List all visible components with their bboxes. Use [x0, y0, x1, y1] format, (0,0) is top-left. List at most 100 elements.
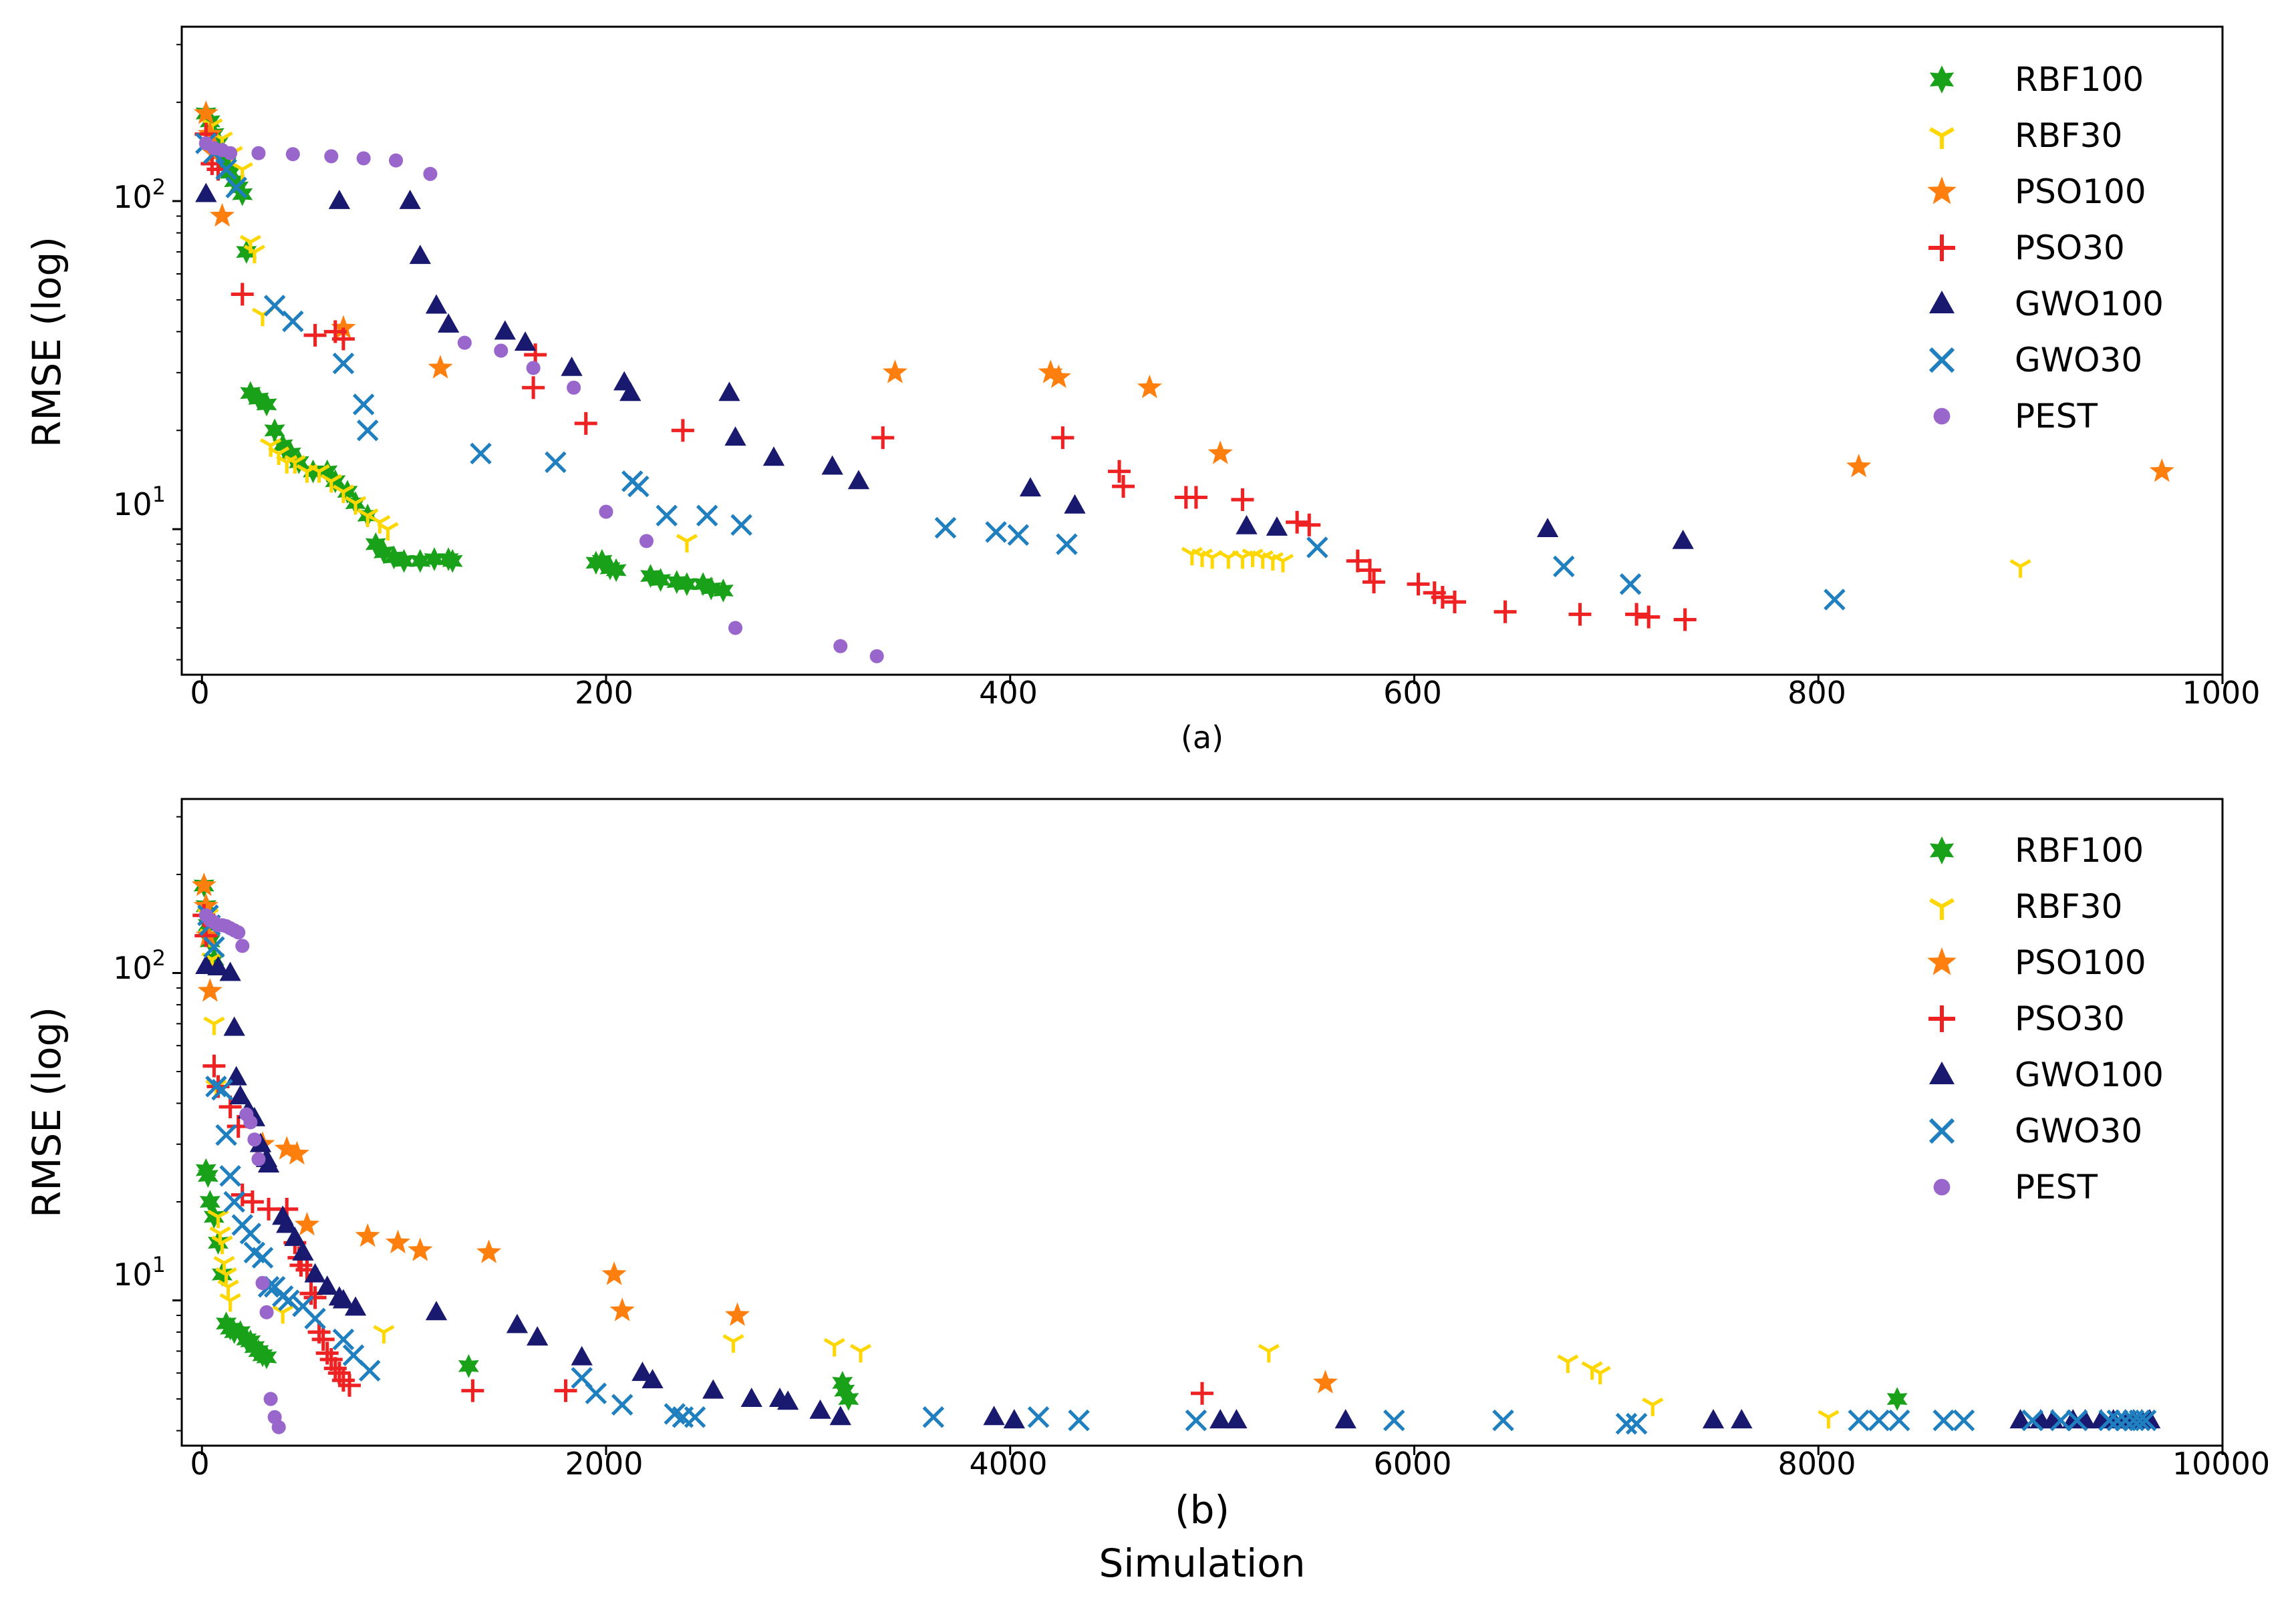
data-point [425, 1301, 448, 1321]
legend-item-gwo30: GWO30 [1928, 1112, 2142, 1150]
panel-a-x-tick-label: 600 [1383, 675, 1442, 711]
data-point [666, 570, 688, 595]
data-point [1051, 426, 1074, 450]
data-point [585, 1382, 607, 1404]
panel-b-x-tick-label: 8000 [1777, 1446, 1856, 1482]
data-point [303, 459, 323, 484]
data-point [243, 1115, 258, 1130]
legend-item-gwo30: GWO30 [1928, 341, 2142, 379]
legend-marker [1928, 347, 1955, 373]
data-point [332, 1289, 355, 1309]
data-point [574, 412, 597, 435]
data-point [829, 1406, 851, 1426]
panel-b-x-tick-label: 2000 [565, 1446, 643, 1482]
data-point [514, 331, 537, 351]
data-point [394, 548, 415, 573]
data-point [239, 1223, 262, 1245]
data-point [676, 572, 698, 597]
data-point [255, 1275, 270, 1291]
data-point [284, 1140, 309, 1165]
data-point [193, 893, 219, 917]
legend-marker [1933, 1178, 1951, 1196]
data-point [284, 1227, 306, 1247]
legend-label: RBF30 [2015, 116, 2122, 155]
data-point [458, 1354, 479, 1378]
data-point [1266, 516, 1288, 536]
data-point [257, 1153, 280, 1173]
data-point [922, 1406, 945, 1428]
panel-a-x-tick-label: 1000 [2182, 675, 2260, 711]
data-point [985, 521, 1007, 543]
legend-marker-star6 [1929, 65, 1955, 94]
data-point [1731, 1409, 1753, 1429]
data-point [2009, 1409, 2031, 1429]
data-point [1557, 1354, 1579, 1374]
data-point [1818, 1410, 1840, 1429]
panel-b-axes-decor [172, 798, 2224, 1455]
data-point [304, 1307, 326, 1330]
legend-marker [1929, 127, 1955, 149]
data-point [355, 1223, 380, 1247]
data-point [230, 1320, 251, 1344]
panel-b-y-tick-label: 102 [113, 945, 166, 986]
data-point [1493, 600, 1517, 623]
series-pso30 [194, 122, 1697, 631]
data-point [437, 313, 460, 333]
data-point [702, 1379, 724, 1399]
data-point [1027, 1406, 1050, 1428]
data-point [241, 1190, 264, 1214]
panel-b-y-ticks: 101 102 [113, 945, 166, 1293]
data-point [256, 1345, 277, 1370]
panel-a-label: (a) [1181, 719, 1224, 756]
data-point [1619, 573, 1642, 595]
panel-a: RMSE (log) (a) 0 200 400 600 800 1000 10… [24, 25, 2261, 756]
legend-marker-triangle [1929, 1062, 1955, 1084]
legend-marker-star5 [1927, 176, 1957, 204]
data-point [762, 446, 785, 466]
data-point [545, 451, 567, 474]
data-point [1046, 364, 1071, 388]
data-point [282, 310, 304, 333]
data-point [1068, 1409, 1090, 1432]
data-point [2009, 559, 2031, 578]
legend-item-pso30: PSO30 [1928, 228, 2125, 267]
legend-item-gwo100: GWO100 [1929, 285, 2164, 323]
data-point [2049, 1409, 2072, 1432]
data-point [611, 1394, 633, 1416]
data-point [197, 978, 223, 1002]
data-point [619, 381, 641, 401]
data-point [231, 283, 254, 306]
data-point [2021, 1409, 2044, 1432]
data-point [1298, 513, 1321, 536]
data-point [344, 1296, 367, 1316]
panel-b-y-tick-label: 101 [113, 1252, 166, 1293]
data-point [1007, 524, 1030, 546]
data-point [385, 1229, 411, 1254]
legend-item-gwo100: GWO100 [1929, 1056, 2164, 1094]
data-point [408, 1237, 433, 1261]
data-point [1868, 1409, 1890, 1432]
data-point [1553, 555, 1575, 578]
panel-a-legend: RBF100 RBF30 PSO100 PSO30 GWO100 GWO30 P… [1927, 60, 2164, 436]
data-point [288, 450, 309, 474]
data-point [292, 1241, 314, 1261]
data-point [1108, 460, 1131, 483]
data-point [1625, 1412, 1648, 1435]
data-point [284, 455, 306, 474]
data-point [1431, 586, 1454, 609]
legend-item-pso100: PSO100 [1927, 943, 2146, 982]
data-point [1358, 558, 1381, 582]
data-point [231, 162, 253, 181]
data-point [832, 1371, 853, 1395]
legend-marker [1928, 1118, 1955, 1144]
axes-frame [180, 798, 2224, 1447]
data-point [294, 1212, 320, 1236]
data-point [494, 343, 509, 358]
data-point [344, 496, 367, 515]
data-point [285, 147, 300, 162]
data-point [1272, 553, 1294, 573]
data-point [251, 1152, 266, 1166]
panel-a-y-tick-label: 102 [113, 174, 166, 215]
legend-label: PSO100 [2015, 172, 2146, 211]
data-point [358, 1359, 381, 1382]
